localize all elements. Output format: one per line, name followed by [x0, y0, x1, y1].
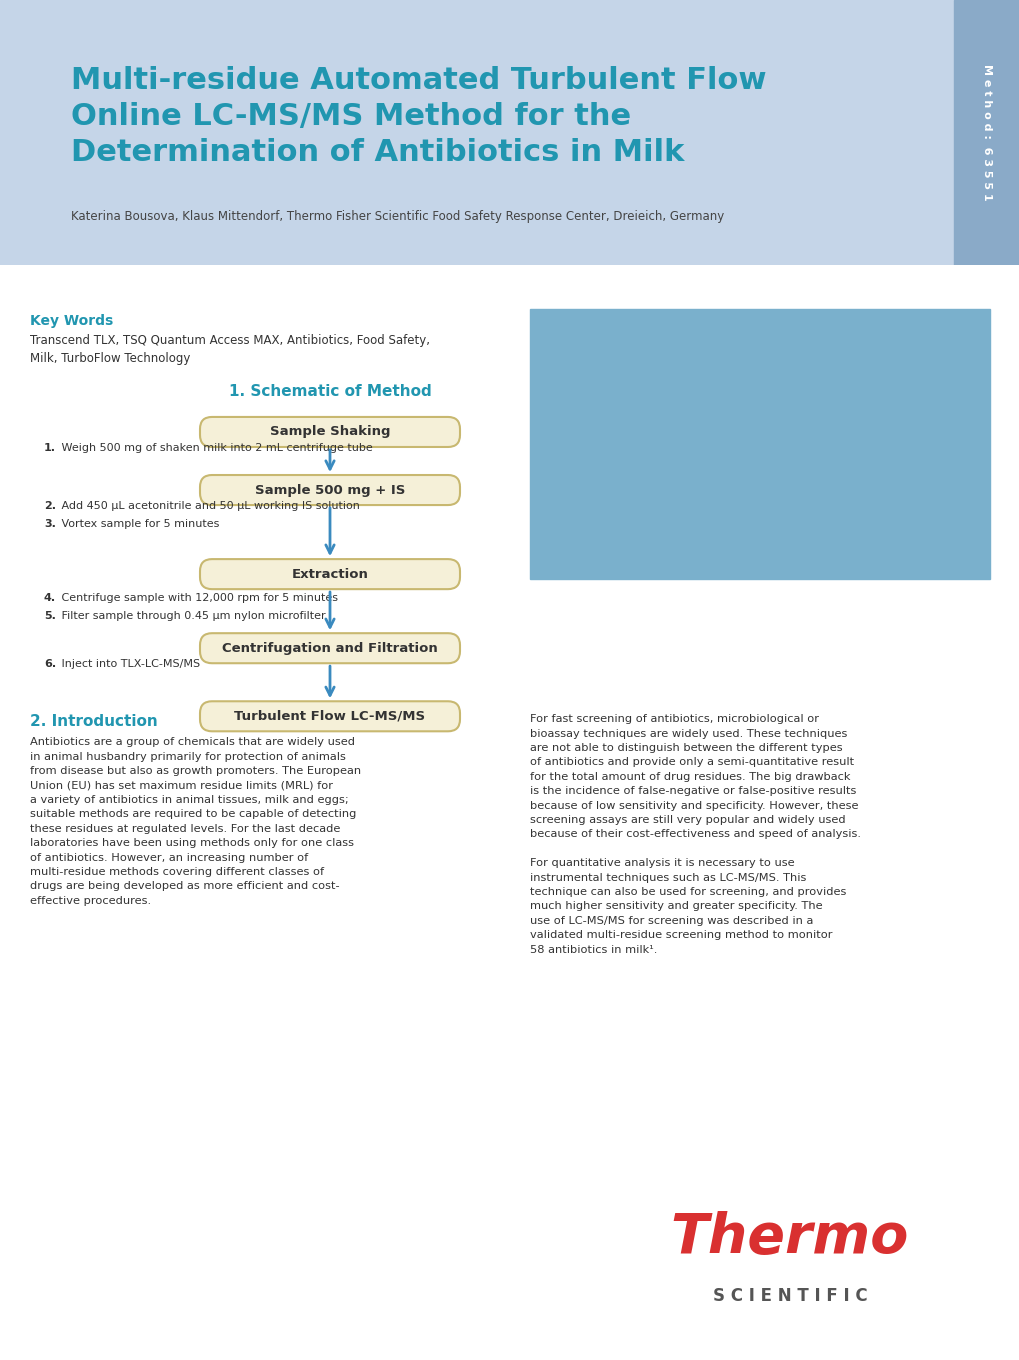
Text: Multi-residue Automated Turbulent Flow
Online LC-MS/MS Method for the
Determinat: Multi-residue Automated Turbulent Flow O…	[71, 67, 766, 167]
Text: Add 450 μL acetonitrile and 50 μL working IS solution: Add 450 μL acetonitrile and 50 μL workin…	[58, 500, 360, 511]
Text: 1.: 1.	[44, 443, 56, 453]
Text: 2.: 2.	[44, 500, 56, 511]
Text: 2. Introduction: 2. Introduction	[30, 714, 158, 729]
Bar	[530, 309, 989, 579]
FancyBboxPatch shape	[200, 702, 460, 732]
Text: Weigh 500 mg of shaken milk into 2 mL centrifuge tube: Weigh 500 mg of shaken milk into 2 mL ce…	[58, 443, 372, 453]
Text: 6.: 6.	[44, 660, 56, 669]
FancyBboxPatch shape	[200, 418, 460, 447]
Text: Centrifuge sample with 12,000 rpm for 5 minutes: Centrifuge sample with 12,000 rpm for 5 …	[58, 593, 337, 602]
Text: Turbulent Flow LC-MS/MS: Turbulent Flow LC-MS/MS	[234, 710, 425, 722]
Text: Katerina Bousova, Klaus Mittendorf, Thermo Fisher Scientific Food Safety Respons: Katerina Bousova, Klaus Mittendorf, Ther…	[71, 209, 723, 223]
Text: Transcend TLX, TSQ Quantum Access MAX, Antibiotics, Food Safety,
Milk, TurboFlow: Transcend TLX, TSQ Quantum Access MAX, A…	[30, 333, 430, 364]
Text: For fast screening of antibiotics, microbiological or
bioassay techniques are wi: For fast screening of antibiotics, micro…	[530, 714, 860, 955]
Text: Thermo: Thermo	[671, 1210, 908, 1265]
Text: 3.: 3.	[44, 520, 56, 529]
Text: 4.: 4.	[44, 593, 56, 602]
Text: Antibiotics are a group of chemicals that are widely used
in animal husbandry pr: Antibiotics are a group of chemicals tha…	[30, 737, 361, 906]
Text: Centrifugation and Filtration: Centrifugation and Filtration	[222, 642, 437, 654]
Text: M e t h o d :  6 3 5 5 1: M e t h o d : 6 3 5 5 1	[981, 64, 991, 201]
FancyBboxPatch shape	[200, 475, 460, 505]
Text: Sample Shaking: Sample Shaking	[269, 426, 390, 438]
FancyBboxPatch shape	[200, 559, 460, 589]
Text: Key Words: Key Words	[30, 314, 113, 328]
Text: Sample 500 mg + IS: Sample 500 mg + IS	[255, 484, 405, 496]
Text: Extraction: Extraction	[291, 567, 368, 581]
Text: S C I E N T I F I C: S C I E N T I F I C	[712, 1287, 866, 1306]
Text: Vortex sample for 5 minutes: Vortex sample for 5 minutes	[58, 520, 219, 529]
Text: 5.: 5.	[44, 611, 56, 622]
FancyBboxPatch shape	[200, 634, 460, 664]
Bar	[953, 0, 1019, 265]
Text: 1. Schematic of Method: 1. Schematic of Method	[228, 384, 431, 398]
Text: Filter sample through 0.45 μm nylon microfilter: Filter sample through 0.45 μm nylon micr…	[58, 611, 325, 622]
Text: Inject into TLX-LC-MS/MS: Inject into TLX-LC-MS/MS	[58, 660, 200, 669]
